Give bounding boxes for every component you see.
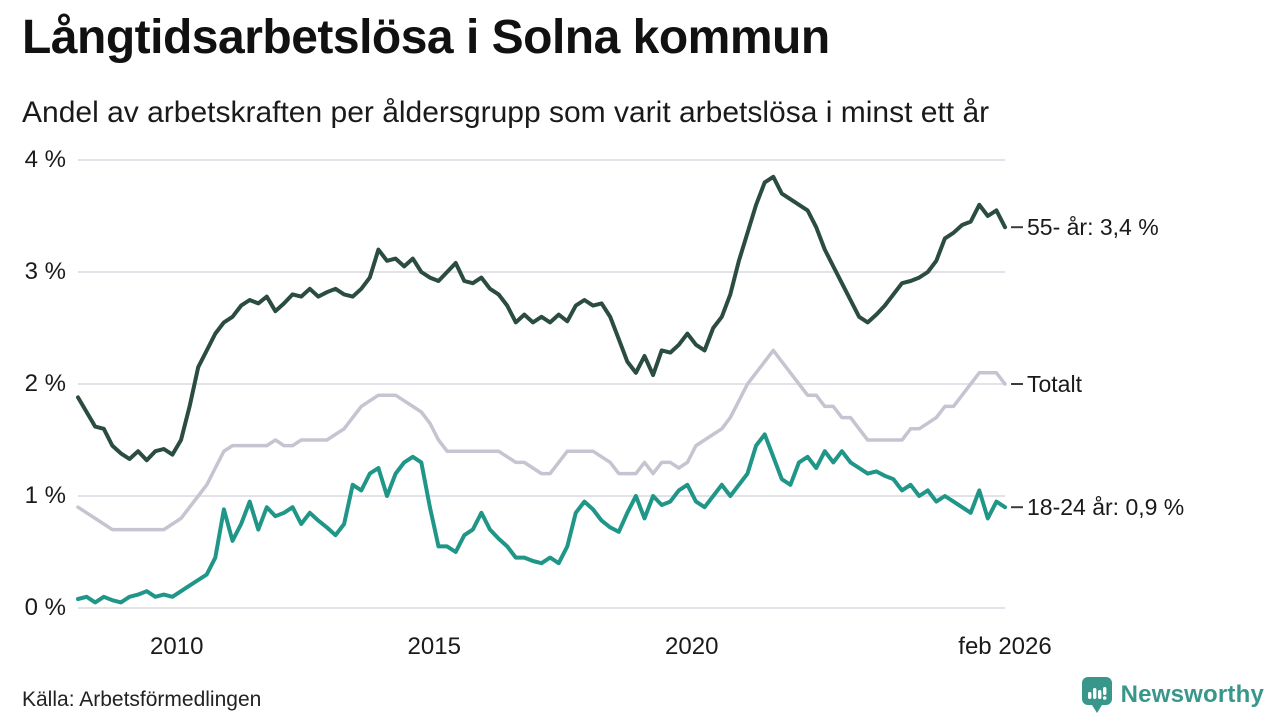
page-title: Långtidsarbetslösa i Solna kommun	[22, 11, 830, 64]
newsworthy-logo: Newsworthy	[1081, 676, 1264, 714]
source-note: Källa: Arbetsförmedlingen	[22, 688, 262, 711]
series-line-totalt	[76, 348, 1007, 532]
newsworthy-logo-icon	[1081, 677, 1112, 713]
newsworthy-logo-text: Newsworthy	[1120, 681, 1264, 708]
series-line-18-24-r	[76, 432, 1007, 605]
chart-subtitle: Andel av arbetskraften per åldersgrupp s…	[22, 96, 990, 129]
series-line-55-r	[76, 174, 1007, 463]
